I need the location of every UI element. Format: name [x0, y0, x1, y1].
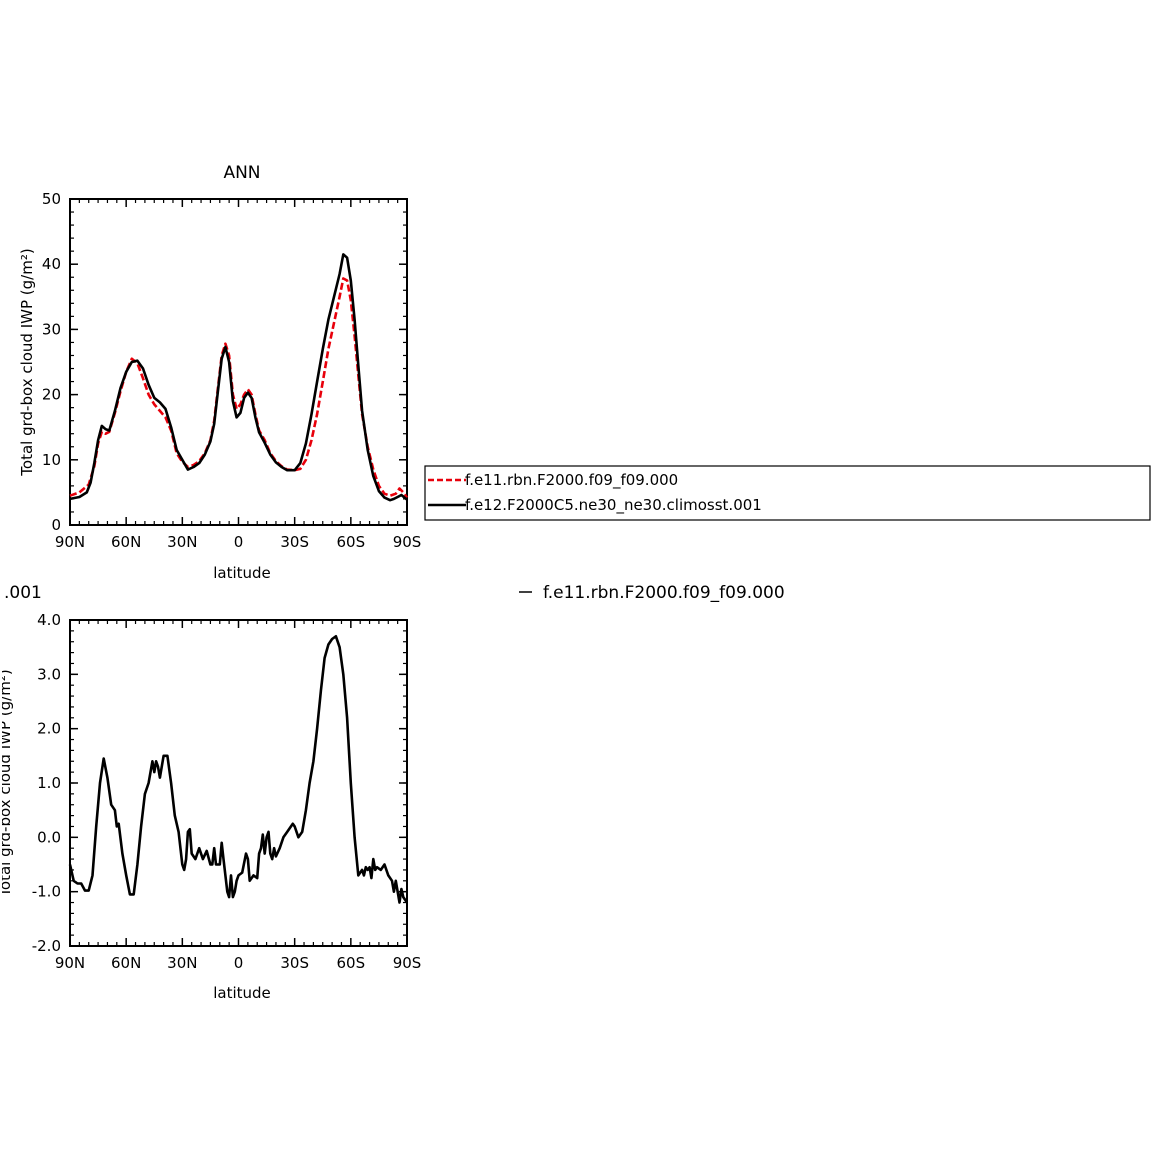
y-tick-label: 3.0 — [37, 665, 61, 683]
difference-iwp-chart: Total grd-box cloud IWP (g/m²) latitude … — [0, 611, 421, 1002]
x-axis-label: latitude — [213, 564, 271, 582]
x-tick-label: 60N — [111, 954, 141, 972]
axis-ticks — [69, 198, 408, 526]
annual-iwp-chart: ANN Total grd-box cloud IWP (g/m²) latit… — [18, 163, 421, 582]
legend: f.e11.rbn.F2000.f09_f09.000 f.e12.F2000C… — [424, 465, 1151, 521]
x-tick-label: 30S — [280, 533, 309, 551]
x-tick-label: 60S — [337, 954, 366, 972]
x-tick-label: 30N — [167, 533, 197, 551]
series-group — [68, 635, 409, 904]
y-tick-label: 4.0 — [37, 611, 61, 629]
y-axis-label: Total grd-box cloud IWP (g/m²) — [18, 248, 36, 476]
x-tick-label: 60S — [337, 533, 366, 551]
x-tick-label: 90S — [393, 533, 422, 551]
y-tick-label: 0.0 — [37, 828, 61, 846]
y-axis-label-clipped: Total grd-box cloud IWP (g/m²) — [0, 669, 14, 897]
tick-labels: 90N 60N 30N 0 30S 60S 90S 0 10 20 30 40 50 — [42, 190, 421, 551]
difference-title-fragment-left: .001 — [4, 583, 42, 603]
series-line-2 — [69, 253, 408, 502]
left-clip-mask — [0, 600, 2, 1000]
y-tick-label: 30 — [42, 320, 61, 338]
y-tick-label: 0 — [51, 516, 61, 534]
y-tick-label: 10 — [42, 451, 61, 469]
x-axis-label: latitude — [213, 984, 271, 1002]
y-tick-label: 40 — [42, 255, 61, 273]
series-line-1 — [69, 277, 409, 499]
y-tick-label: 50 — [42, 190, 61, 208]
legend-label-test: f.e12.F2000C5.ne30_ne30.climosst.001 — [465, 496, 762, 515]
legend-label-control: f.e11.rbn.F2000.f09_f09.000 — [465, 471, 678, 490]
x-tick-label: 90S — [393, 954, 422, 972]
x-tick-label: 90N — [55, 954, 85, 972]
y-tick-label: 20 — [42, 386, 61, 404]
x-tick-label: 30S — [280, 954, 309, 972]
x-tick-label: 0 — [234, 954, 244, 972]
series-line-1 — [68, 635, 409, 904]
y-tick-label: -1.0 — [32, 883, 61, 901]
tick-labels: 90N 60N 30N 0 30S 60S 90S -2.0 -1.0 0.0 1.0 2.0 3.0 4… — [32, 611, 422, 972]
y-tick-label: 1.0 — [37, 774, 61, 792]
series-group — [69, 253, 409, 502]
axis-ticks — [69, 619, 408, 947]
plot-frame — [69, 619, 408, 947]
legend-box — [424, 465, 1151, 521]
y-tick-label: -2.0 — [32, 937, 61, 955]
plot-frame — [69, 198, 408, 526]
x-tick-label: 60N — [111, 533, 141, 551]
x-tick-label: 0 — [234, 533, 244, 551]
difference-title-fragment-right: f.e11.rbn.F2000.f09_f09.000 — [543, 583, 785, 603]
y-tick-label: 2.0 — [37, 720, 61, 738]
x-tick-label: 30N — [167, 954, 197, 972]
x-tick-label: 90N — [55, 533, 85, 551]
chart-title: ANN — [223, 163, 260, 183]
